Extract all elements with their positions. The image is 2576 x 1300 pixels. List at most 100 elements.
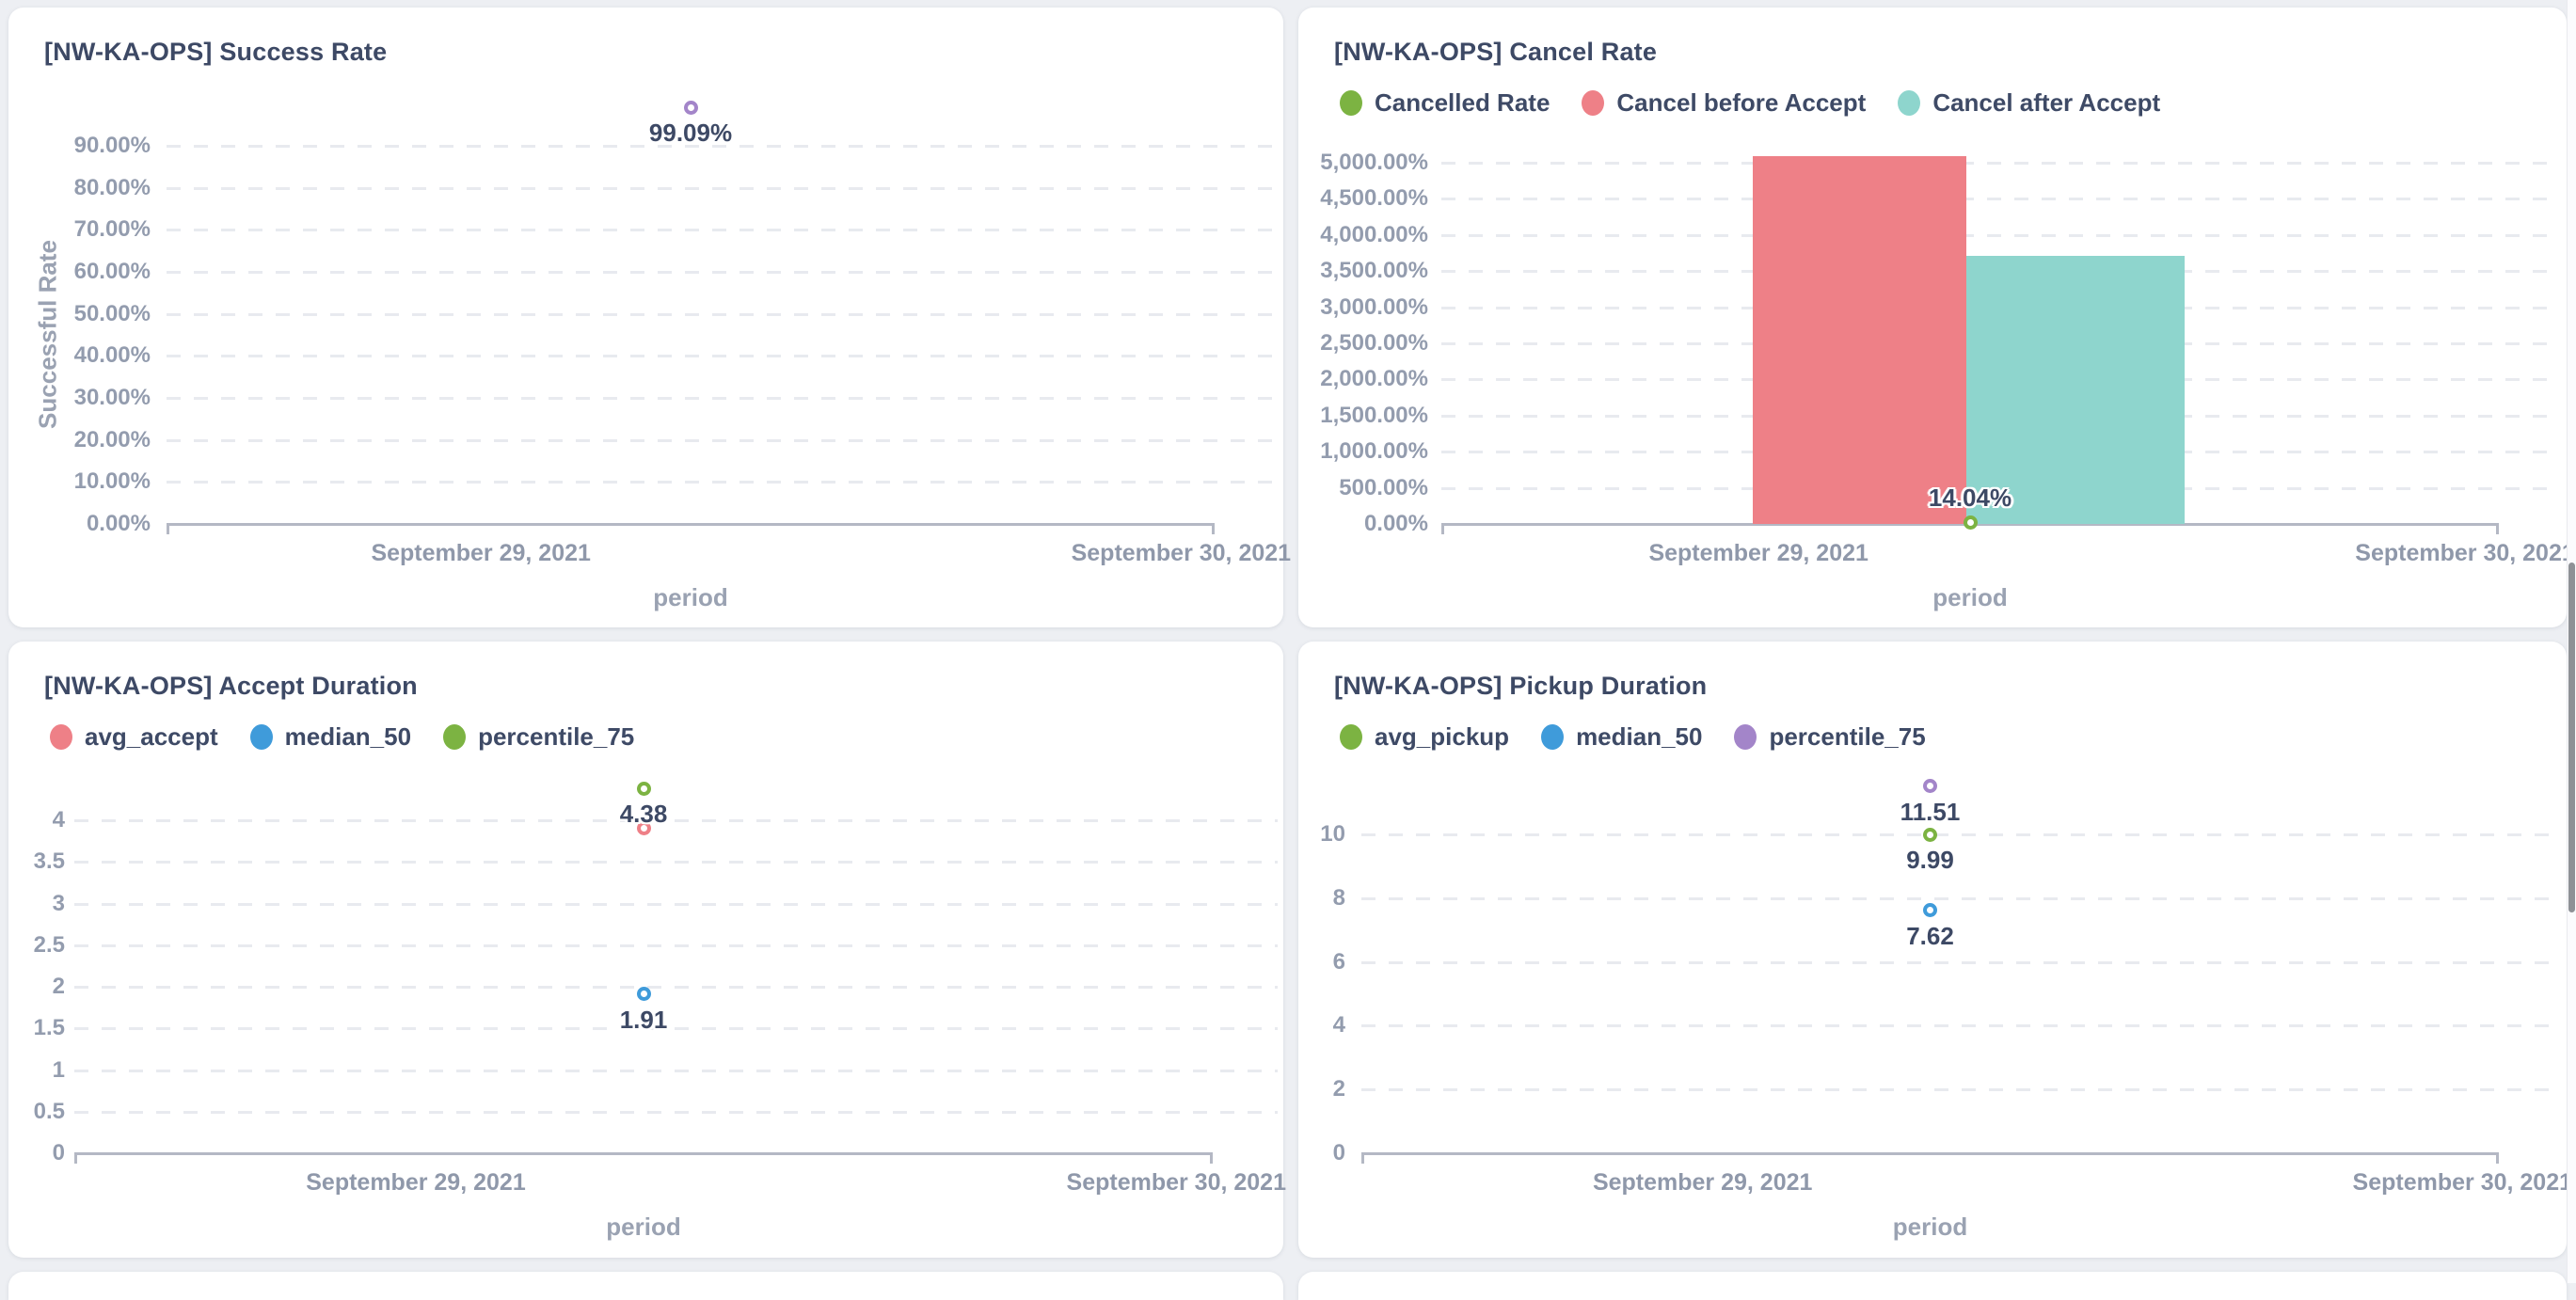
- legend-dot-icon: [443, 724, 467, 750]
- legend-item-median-50[interactable]: median_50: [1541, 722, 1702, 752]
- gridline: [74, 1110, 1278, 1114]
- gridline: [167, 271, 1278, 274]
- data-point-median-50[interactable]: [636, 987, 651, 1002]
- gridline: [167, 145, 1278, 148]
- y-tick-label: 10: [1320, 821, 1345, 847]
- legend-item-cancel-after-accept[interactable]: Cancel after Accept: [1898, 88, 2160, 118]
- legend-dot-icon: [1541, 724, 1565, 750]
- gridline: [1441, 198, 2559, 201]
- y-tick-label: 3,000.00%: [1320, 293, 1428, 320]
- legend-item-percentile-75[interactable]: percentile_75: [1734, 722, 1926, 752]
- legend-dot-icon: [1340, 90, 1362, 116]
- y-tick-label: 4: [52, 807, 65, 832]
- gridline: [1361, 833, 2559, 836]
- legend-item-cancelled-rate[interactable]: Cancelled Rate: [1340, 88, 1550, 118]
- gridline: [167, 438, 1278, 442]
- y-tick-label: 0.00%: [86, 511, 151, 536]
- y-tick-label: 0: [52, 1140, 65, 1165]
- data-point-median-50[interactable]: [1923, 903, 1937, 918]
- legend-item-cancel-before-accept[interactable]: Cancel before Accept: [1582, 88, 1866, 118]
- data-point-label: 11.51: [1900, 797, 1961, 826]
- chart-title: [NW-KA-OPS] Success Rate: [44, 38, 388, 66]
- chart-card-success-rate: [NW-KA-OPS] Success Rate 90.00% 80.00% 70.0…: [8, 8, 1291, 627]
- gridline: [1361, 960, 2559, 964]
- x-tick-label: September 29, 2021: [1648, 540, 1868, 566]
- x-axis-line: [74, 1152, 1213, 1155]
- chart-title: [NW-KA-OPS] Cancel Rate: [1334, 38, 1658, 66]
- legend-label: percentile_75: [1769, 722, 1926, 751]
- data-point-cancelled-rate[interactable]: [1963, 515, 1978, 531]
- chart-legend: Cancelled Rate Cancel before Accept Cancel…: [1340, 88, 2160, 118]
- chart-card-partial: [8, 1272, 1283, 1300]
- data-point-label: 7.62: [1906, 921, 1954, 950]
- y-tick-label: 70.00%: [73, 216, 151, 243]
- x-axis-end-tick: [2496, 523, 2499, 534]
- y-tick-label: 1.5: [33, 1015, 65, 1041]
- y-tick-label: 6: [1332, 948, 1345, 975]
- y-tick-label: 2,500.00%: [1320, 330, 1428, 356]
- bar-cancel-after-accept[interactable]: [1965, 256, 2185, 524]
- legend-item-avg-accept[interactable]: avg_accept: [50, 722, 218, 752]
- scrollbar-track[interactable]: [2567, 0, 2576, 1283]
- legend-label: Cancel before Accept: [1616, 88, 1867, 117]
- y-tick-label: 0.00%: [1363, 511, 1428, 536]
- legend-item-percentile-75[interactable]: percentile_75: [443, 722, 634, 752]
- y-tick-label: 1,500.00%: [1320, 402, 1428, 428]
- scrollbar-thumb[interactable]: [2568, 563, 2575, 912]
- y-tick-label: 50.00%: [73, 300, 151, 326]
- legend-label: median_50: [1576, 722, 1703, 751]
- gridline: [1361, 1024, 2559, 1028]
- x-axis-end-tick: [1361, 1152, 1364, 1164]
- x-axis-end-tick: [1441, 523, 1444, 534]
- gridline: [167, 355, 1278, 358]
- data-point-percentile-75[interactable]: [636, 781, 651, 796]
- legend-dot-icon: [1898, 90, 1921, 116]
- legend-item-median-50[interactable]: median_50: [249, 722, 411, 752]
- x-axis-name: period: [606, 1213, 681, 1241]
- legend-dot-icon: [1734, 724, 1757, 750]
- legend-label: avg_accept: [85, 722, 218, 751]
- data-point-success-rate[interactable]: [683, 100, 698, 115]
- bar-cancel-before-accept[interactable]: [1753, 156, 1966, 524]
- y-tick-label: 20.00%: [73, 426, 151, 452]
- y-tick-label: 500.00%: [1339, 474, 1428, 500]
- gridline: [167, 312, 1278, 316]
- y-tick-label: 5,000.00%: [1320, 150, 1428, 175]
- x-tick-label: September 30, 2021: [2352, 1169, 2573, 1196]
- data-point-label: 4.38: [619, 800, 668, 829]
- y-tick-label: 2: [52, 974, 65, 999]
- gridline: [74, 943, 1278, 947]
- legend-dot-icon: [50, 724, 72, 750]
- data-point-avg-accept[interactable]: [636, 821, 651, 836]
- legend-dot-icon: [249, 724, 273, 750]
- y-tick-label: 40.00%: [73, 342, 151, 369]
- y-tick-label: 2: [1332, 1076, 1345, 1102]
- chart-title: [NW-KA-OPS] Accept Duration: [44, 672, 418, 700]
- data-point-label: 99.09%: [648, 119, 733, 148]
- y-tick-label: 90.00%: [73, 133, 151, 158]
- y-tick-label: 1,000.00%: [1320, 438, 1428, 465]
- gridline: [74, 1027, 1278, 1031]
- gridline: [167, 397, 1278, 400]
- data-point-percentile-75[interactable]: [1923, 779, 1937, 794]
- y-tick-label: 60.00%: [73, 259, 151, 284]
- y-tick-label: 4: [1332, 1012, 1345, 1038]
- legend-label: Cancelled Rate: [1375, 88, 1550, 117]
- legend-item-avg-pickup[interactable]: avg_pickup: [1340, 722, 1509, 752]
- gridline: [1361, 1088, 2559, 1092]
- gridline: [74, 819, 1278, 822]
- x-axis-end-tick: [1210, 1152, 1213, 1164]
- x-axis-end-tick: [167, 523, 169, 534]
- gridline: [74, 861, 1278, 864]
- chart-card-pickup-duration: [NW-KA-OPS] Pickup Duration avg_pickup med…: [1298, 642, 2572, 1258]
- gridline: [74, 902, 1278, 906]
- legend-label: avg_pickup: [1375, 722, 1510, 751]
- y-tick-label: 2.5: [33, 931, 65, 958]
- data-point-label: 9.99: [1906, 846, 1954, 875]
- gridline: [1441, 162, 2559, 165]
- x-axis-name: period: [1892, 1213, 1968, 1241]
- data-point-avg-pickup[interactable]: [1923, 827, 1937, 842]
- y-axis-name: Successful Rate: [33, 240, 62, 429]
- legend-label: percentile_75: [478, 722, 635, 751]
- y-tick-label: 0: [1332, 1140, 1345, 1165]
